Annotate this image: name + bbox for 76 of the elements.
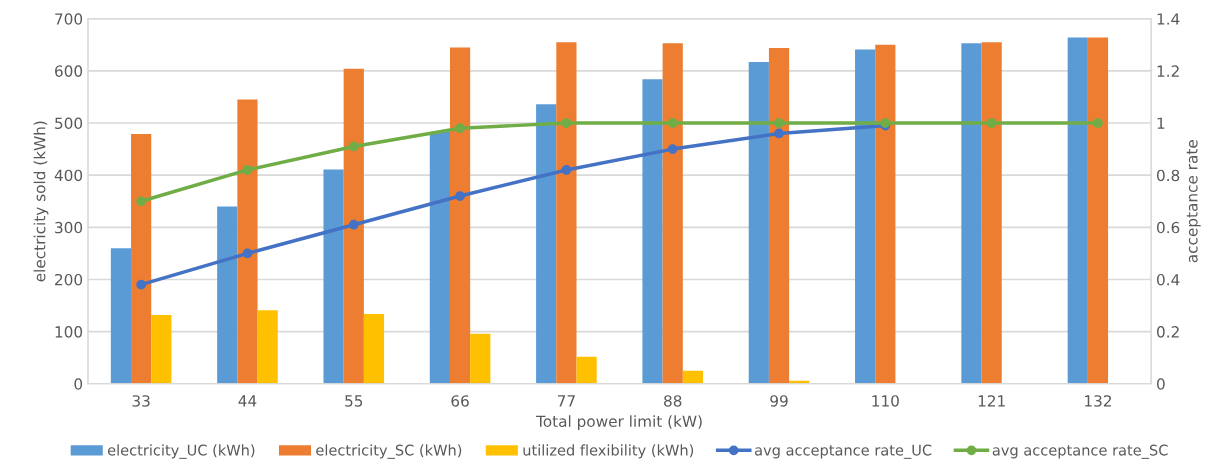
y2-axis-title: acceptance rate: [1186, 140, 1201, 263]
bar: [1067, 37, 1088, 384]
bar: [576, 356, 597, 384]
legend-label: avg acceptance rate_UC: [755, 444, 932, 459]
legend-label: avg acceptance rate_SC: [992, 444, 1168, 459]
bar: [363, 313, 385, 384]
y-tick-label: 0: [74, 378, 83, 390]
bar: [429, 131, 450, 384]
point: [667, 144, 678, 154]
y2-tick-label: 1.2: [1157, 65, 1179, 77]
bar: [556, 42, 577, 384]
bar: [768, 47, 790, 384]
y2-tick-label: 1: [1157, 117, 1165, 129]
x-tick-label: 77: [557, 395, 575, 407]
legend-label: utilized flexibility (kWh): [523, 444, 694, 459]
bar: [343, 68, 364, 384]
x-tick-label: 132: [1085, 395, 1112, 407]
point: [561, 165, 572, 175]
point: [136, 279, 147, 290]
bar: [1087, 37, 1109, 384]
y-tick-label: 100: [55, 326, 83, 338]
bar: [217, 206, 238, 384]
y-axis-title: electricity sold (kWh): [33, 121, 49, 282]
point: [774, 118, 784, 128]
point: [455, 191, 465, 201]
bar: [855, 49, 876, 384]
y-tick-label: 600: [55, 65, 83, 77]
x-axis-title: Total power limit (kW): [536, 415, 702, 430]
bar: [642, 79, 663, 384]
point: [348, 219, 359, 230]
legend-label: electricity_UC (kWh): [107, 444, 255, 459]
bar: [662, 43, 683, 384]
point: [774, 128, 784, 139]
x-tick-label: 44: [238, 395, 257, 407]
bar: [748, 62, 769, 384]
bar: [110, 248, 132, 384]
bar: [131, 133, 152, 384]
x-tick-label: 110: [872, 395, 899, 407]
x-tick-label: 121: [978, 395, 1005, 407]
y2-tick-label: 0.6: [1156, 221, 1180, 234]
point: [455, 123, 465, 134]
point: [136, 196, 147, 207]
x-tick-label: 99: [770, 395, 788, 407]
bar: [237, 99, 258, 384]
x-tick-label: 66: [451, 395, 469, 407]
y-tick-label: 700: [55, 13, 83, 25]
x-tick-label: 33: [132, 395, 150, 407]
point: [986, 118, 997, 128]
x-tick-label: 88: [664, 395, 682, 407]
y2-tick-label: 0.2: [1156, 326, 1179, 338]
bar: [536, 104, 557, 384]
bar: [961, 43, 982, 384]
point: [242, 248, 253, 259]
y-tick-label: 300: [55, 221, 83, 234]
y-tick-label: 400: [54, 169, 83, 182]
y2-tick-label: 0.4: [1156, 273, 1180, 286]
y2-tick-label: 0: [1156, 378, 1165, 390]
bar: [323, 169, 344, 384]
bar: [981, 42, 1002, 384]
bar: [875, 44, 896, 384]
y2-tick-label: 1.4: [1157, 13, 1180, 25]
bar: [151, 314, 172, 384]
point: [348, 141, 359, 152]
y2-tick-label: 0.8: [1156, 169, 1180, 182]
y-tick-label: 500: [55, 117, 83, 130]
x-tick-label: 55: [345, 395, 363, 407]
bar: [449, 47, 471, 384]
bar: [257, 310, 278, 384]
bar: [682, 370, 704, 384]
bar: [470, 333, 491, 384]
point: [1093, 118, 1103, 128]
point: [667, 118, 678, 128]
point: [242, 165, 253, 175]
y-tick-label: 200: [55, 273, 83, 286]
point: [561, 118, 572, 128]
legend-label: electricity_SC (kWh): [316, 444, 462, 459]
